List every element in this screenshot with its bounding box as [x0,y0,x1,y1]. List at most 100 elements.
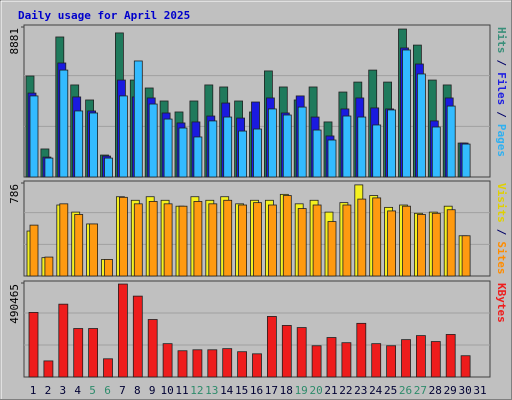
legend-entry: Hits [495,27,508,54]
bar [445,334,456,378]
bar [253,202,262,277]
bar [357,116,367,178]
bar [73,328,84,378]
bar [192,349,203,378]
x-tick-label: 13 [205,384,218,397]
bar [132,295,143,378]
bar [43,360,54,378]
legend-entry: Visits [495,183,508,223]
bar [58,303,69,378]
bar [119,196,128,277]
x-tick-label: 31 [473,384,486,397]
bar [193,201,203,277]
bar [281,325,292,378]
bar [387,210,397,277]
bar [44,157,54,178]
bar [372,197,382,277]
x-tick-label: 6 [104,384,111,397]
x-tick-label: 30 [458,384,471,397]
bar [252,353,262,378]
bar [147,319,158,378]
bar [416,73,426,178]
x-tick-label: 28 [429,384,442,397]
x-tick-label: 25 [384,384,397,397]
x-tick-label: 20 [309,384,322,397]
y-tick-label: 786 [8,184,21,204]
legend-separator: / [495,111,508,118]
bar [402,205,411,277]
bar [133,203,143,277]
bar [446,105,456,178]
legend: Hits / Files / Pages [495,27,508,157]
bar [163,203,173,277]
bar [207,349,218,378]
x-tick-label: 1 [30,384,37,397]
bar [371,343,382,378]
bar [431,126,441,178]
bar [342,204,352,277]
x-tick-label: 8 [134,384,141,397]
x-tick-label: 24 [369,384,383,397]
bar [416,214,426,277]
bar [222,348,233,378]
bar [267,204,277,277]
x-tick-label: 19 [295,384,308,397]
bar [59,69,69,178]
bar [297,208,307,277]
bar [312,204,322,277]
bar [327,221,337,277]
legend-entry: KBytes [495,283,508,323]
bar [356,322,367,378]
bar [267,108,277,178]
legend-entry: Pages [495,124,508,157]
bar [89,112,98,178]
x-tick-label: 15 [235,384,248,397]
bar [103,358,113,378]
bar [162,343,173,378]
bar [208,203,218,277]
legend-entry: Files [495,72,508,105]
x-tick-label: 23 [354,384,367,397]
bar [178,205,188,277]
bar [74,110,84,178]
bar [29,95,39,178]
bar [326,337,337,378]
x-tick-label: 17 [265,384,278,397]
bar [44,256,54,277]
bar [282,195,292,277]
bar [387,109,397,178]
bar [372,124,382,178]
bar [133,60,143,178]
bar [208,120,218,178]
bar [88,328,98,378]
x-tick-label: 3 [59,384,66,397]
x-tick-label: 26 [399,384,412,397]
bar [402,49,411,178]
bar [118,283,128,378]
y-tick-label: 490465 [8,284,21,324]
bar [401,339,411,378]
bar [74,214,84,277]
bar [297,106,307,178]
bar [163,118,173,178]
bar [148,103,158,178]
bar [461,143,471,178]
x-tick-label: 12 [190,384,203,397]
bar [461,235,471,277]
bar [266,316,277,378]
bar [415,335,426,378]
bar [148,201,158,277]
bar [89,223,98,277]
x-tick-label: 7 [119,384,126,397]
legend-separator: / [495,60,508,67]
bar [178,127,188,178]
legend: KBytes [495,283,508,323]
bar [386,345,397,378]
bar [282,114,292,178]
bar [357,198,367,277]
bar [296,327,307,378]
x-tick-label: 14 [220,384,234,397]
x-tick-label: 27 [414,384,427,397]
bar [29,224,39,277]
